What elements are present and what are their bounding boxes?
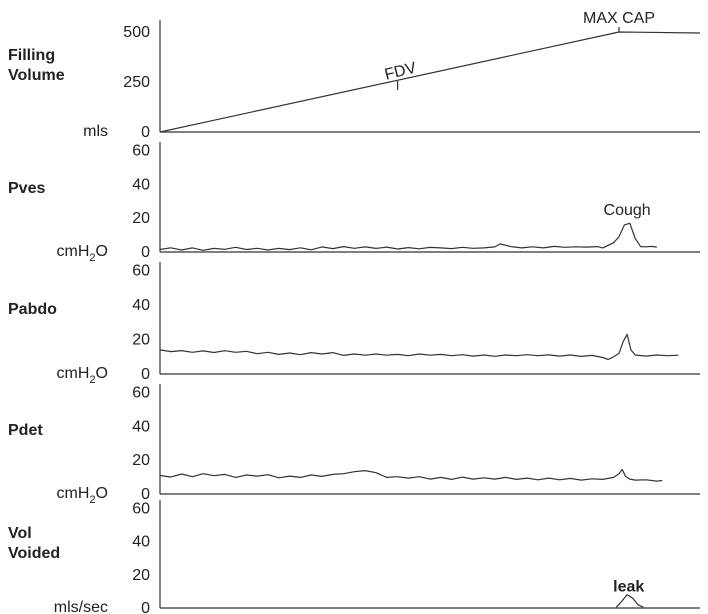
filling-volume-tick-label-500: 500	[123, 24, 150, 41]
filling-volume-label-line-0: Filling	[8, 47, 55, 64]
pdet-tick-label-40: 40	[132, 418, 150, 435]
pdet-unit-label: cmH2O	[57, 485, 108, 506]
filling-volume-trace-0	[159, 31, 701, 133]
pabdo-unit-label: cmH2O	[57, 365, 108, 386]
panel-pves: 0 20 40 60 Pves cmH2O Cough	[8, 142, 700, 264]
pabdo-label-line-0: Pabdo	[8, 301, 57, 318]
filling-volume-label-line-1: Volume	[8, 67, 65, 84]
pdet-tick-label-0: 0	[141, 486, 150, 503]
pves-tick-label-20: 20	[132, 210, 150, 227]
pves-trace-0	[159, 222, 657, 251]
pdet-tick-label-20: 20	[132, 452, 150, 469]
pves-tick-label-60: 60	[132, 142, 150, 159]
vol-voided-annotation-0: leak	[613, 578, 644, 595]
panel-vol-voided: 0 20 40 60 Vol Voided mls/sec leak	[8, 500, 700, 614]
vol-voided-tick-label-40: 40	[132, 534, 150, 551]
pabdo-tick-label-20: 20	[132, 332, 150, 349]
pdet-trace-0	[159, 468, 663, 482]
pabdo-tick-label-40: 40	[132, 297, 150, 314]
vol-voided-tick-label-60: 60	[132, 500, 150, 517]
filling-volume-tick-label-250: 250	[123, 74, 150, 91]
vol-voided-label-line-1: Voided	[8, 545, 60, 562]
vol-voided-label-line-0: Vol	[8, 525, 32, 542]
panel-filling-volume: 0 250 500 Filling Volume mls FDV MAX CAP	[8, 10, 701, 141]
pves-label-line-0: Pves	[8, 180, 45, 197]
pabdo-tick-label-0: 0	[141, 366, 150, 383]
pabdo-tick-label-60: 60	[132, 263, 150, 280]
pves-annotation-0: Cough	[604, 202, 651, 219]
panel-pabdo: 0 20 40 60 Pabdo cmH2O	[8, 262, 700, 386]
vol-voided-tick-label-20: 20	[132, 567, 150, 584]
pves-tick-label-0: 0	[141, 244, 150, 261]
max-cap-annotation: MAX CAP	[583, 10, 655, 27]
vol-voided-trace-0	[615, 594, 644, 608]
pves-tick-label-40: 40	[132, 176, 150, 193]
fdv-annotation: FDV	[383, 59, 418, 83]
vol-voided-tick-label-0: 0	[141, 600, 150, 614]
filling-volume-unit-label: mls	[83, 123, 108, 140]
pdet-tick-label-60: 60	[132, 384, 150, 401]
panel-pdet: 0 20 40 60 Pdet cmH2O	[8, 384, 700, 506]
pabdo-trace-0	[159, 333, 679, 361]
filling-volume-tick-label-0: 0	[141, 124, 150, 141]
pves-unit-label: cmH2O	[57, 243, 108, 264]
pdet-label-line-0: Pdet	[8, 422, 43, 439]
vol-voided-unit-label: mls/sec	[54, 599, 108, 614]
